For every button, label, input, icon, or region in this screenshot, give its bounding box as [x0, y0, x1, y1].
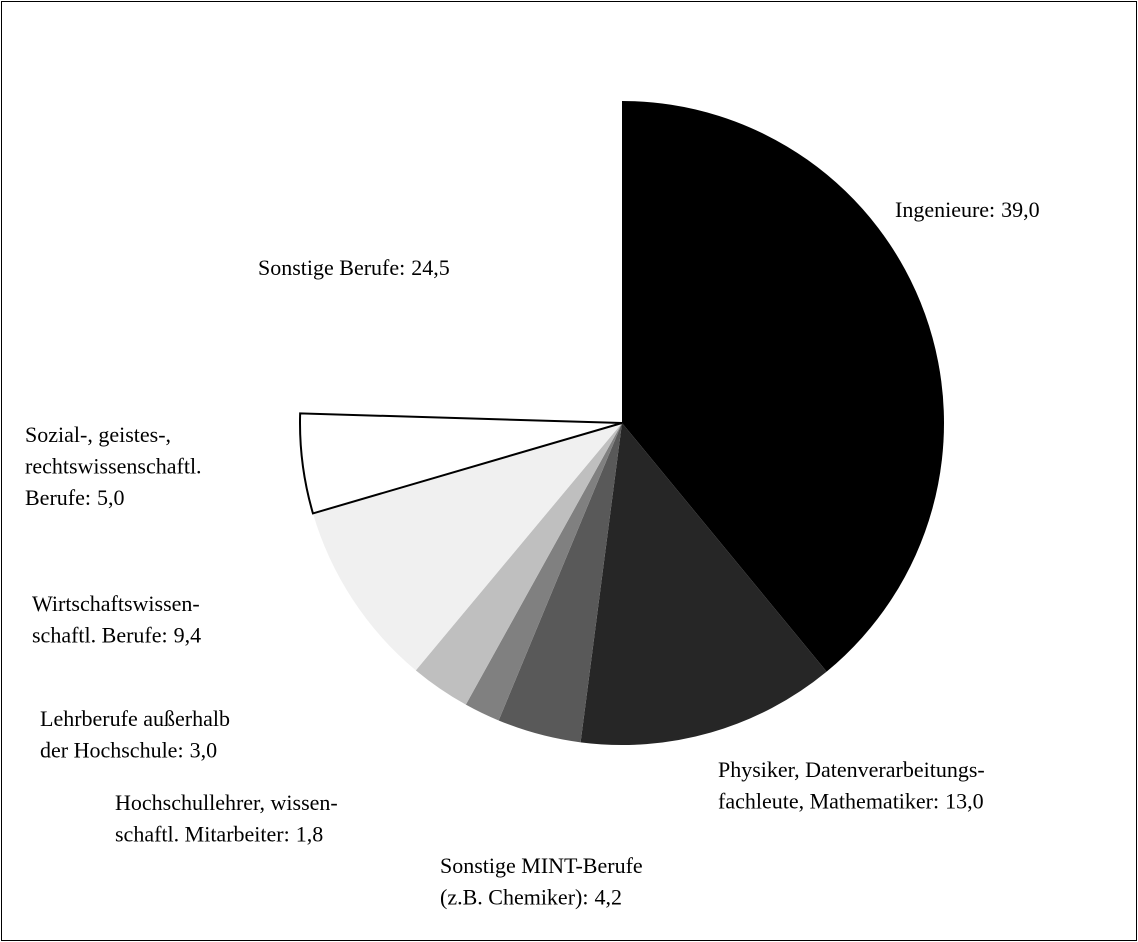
pie-slice [299, 412, 623, 515]
value-label: 9,4 [174, 623, 202, 648]
slice-label: Physiker, Datenverarbeitungs- [718, 757, 985, 782]
slice-label: Ingenieure: [895, 197, 995, 222]
slice-label: rechtswissenschaftl. [25, 454, 202, 479]
slice-label: Hochschullehrer, wissen- [115, 790, 338, 815]
slice-label: Berufe: [25, 485, 91, 510]
slice-label: schaftl. Mitarbeiter: [115, 822, 290, 847]
value-label: 4,2 [594, 885, 622, 910]
pie-slice [465, 423, 622, 721]
value-label: 24,5 [411, 255, 450, 280]
pie-slice [415, 423, 622, 705]
slice-label: schaftl. Berufe: [32, 623, 168, 648]
pie-slice [622, 101, 944, 672]
slice-label: Sonstige Berufe: [258, 255, 405, 280]
value-label: 1,8 [296, 822, 324, 847]
slice-label: Sonstige MINT-Berufe [440, 853, 643, 878]
slice-label: der Hochschule: [40, 738, 184, 763]
value-label: 13,0 [945, 789, 984, 814]
value-label: 3,0 [190, 738, 218, 763]
slice-label: Wirtschaftswissen- [32, 591, 200, 616]
pie-slice [498, 423, 622, 743]
value-label: 39,0 [1001, 197, 1040, 222]
slice-label: fachleute, Mathematiker: [718, 789, 939, 814]
slice-label: Lehrberufe außerhalb [40, 706, 230, 731]
pie-slice [312, 423, 622, 671]
slice-label: (z.B. Chemiker): [440, 885, 588, 910]
slice-label: Sozial-, geistes-, [25, 422, 171, 447]
pie-slice [580, 423, 827, 745]
value-label: 5,0 [97, 485, 125, 510]
